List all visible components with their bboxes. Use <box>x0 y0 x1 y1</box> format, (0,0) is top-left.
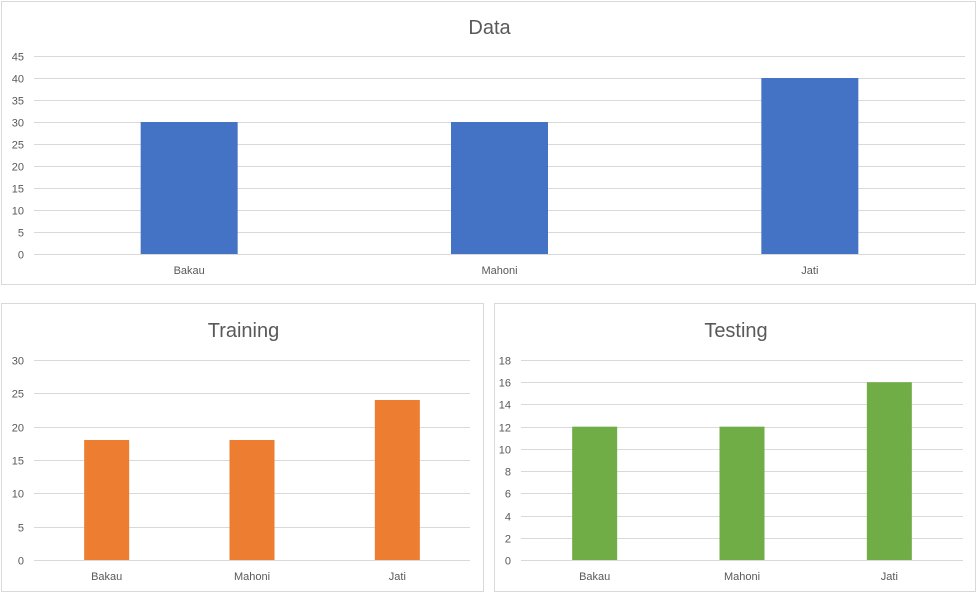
y-tick-label: 16 <box>499 378 511 390</box>
y-tick-label: 30 <box>12 118 24 130</box>
x-tick-label: Bakau <box>579 571 610 583</box>
x-tick-label: Bakau <box>91 571 122 583</box>
y-tick-label: 20 <box>12 162 24 174</box>
y-tick-label: 15 <box>12 456 24 468</box>
x-tick-label: Jati <box>801 265 818 277</box>
y-tick-label: 0 <box>18 556 24 568</box>
y-tick-label: 2 <box>505 534 511 546</box>
chart-training-svg: Training 0 5 10 15 20 25 30 Bakau Mahoni Jati <box>12 320 470 583</box>
y-tick-label: 25 <box>12 140 24 152</box>
y-tick-label: 0 <box>505 556 511 568</box>
y-tick-label: 35 <box>12 96 24 108</box>
bar-jati <box>761 78 859 254</box>
y-tick-label: 5 <box>18 228 24 240</box>
bar-mahoni <box>719 426 765 560</box>
y-tick-label: 6 <box>505 489 511 501</box>
x-tick-label: Jati <box>389 571 406 583</box>
x-tick-label: Jati <box>881 571 898 583</box>
y-tick-label: 10 <box>12 489 24 501</box>
y-tick-label: 4 <box>505 512 511 524</box>
chart-data-panel: Data 0 5 10 15 20 25 30 35 40 45 Bakau Mahoni Jati <box>1 1 976 285</box>
chart-testing-title: Testing <box>704 320 767 342</box>
y-tick-label: 14 <box>499 400 511 412</box>
y-tick-label: 25 <box>12 389 24 401</box>
bar-bakau <box>572 426 618 560</box>
x-tick-label: Mahoni <box>724 571 760 583</box>
y-tick-label: 0 <box>18 250 24 262</box>
y-tick-label: 5 <box>18 523 24 535</box>
chart-training-title: Training <box>208 320 280 342</box>
y-tick-label: 12 <box>499 423 511 435</box>
y-tick-label: 8 <box>505 467 511 479</box>
chart-testing-panel: Testing 0 2 4 6 8 10 12 14 16 18 Bakau Mahoni Jati <box>494 303 976 592</box>
bar-bakau <box>140 122 238 254</box>
bar-bakau <box>84 440 130 560</box>
x-tick-label: Bakau <box>174 265 205 277</box>
y-tick-label: 10 <box>499 445 511 457</box>
bar-jati <box>374 400 420 560</box>
bar-mahoni <box>451 122 548 254</box>
chart-testing-svg: Testing 0 2 4 6 8 10 12 14 16 18 Bakau Mahoni Jati <box>499 320 963 583</box>
bar-jati <box>866 382 912 560</box>
chart-training-panel: Training 0 5 10 15 20 25 30 Bakau Mahoni Jati <box>1 303 484 592</box>
y-tick-label: 20 <box>12 423 24 435</box>
y-tick-label: 15 <box>12 184 24 196</box>
y-tick-label: 45 <box>12 52 24 64</box>
x-tick-label: Mahoni <box>481 265 517 277</box>
chart-data-title: Data <box>468 17 511 39</box>
y-tick-label: 30 <box>12 356 24 368</box>
x-tick-label: Mahoni <box>234 571 270 583</box>
chart-data-svg: Data 0 5 10 15 20 25 30 35 40 45 Bakau Mahoni Jati <box>12 17 965 277</box>
y-tick-label: 18 <box>499 356 511 368</box>
y-tick-label: 40 <box>12 74 24 86</box>
bar-mahoni <box>229 440 275 560</box>
y-tick-label: 10 <box>12 206 24 218</box>
